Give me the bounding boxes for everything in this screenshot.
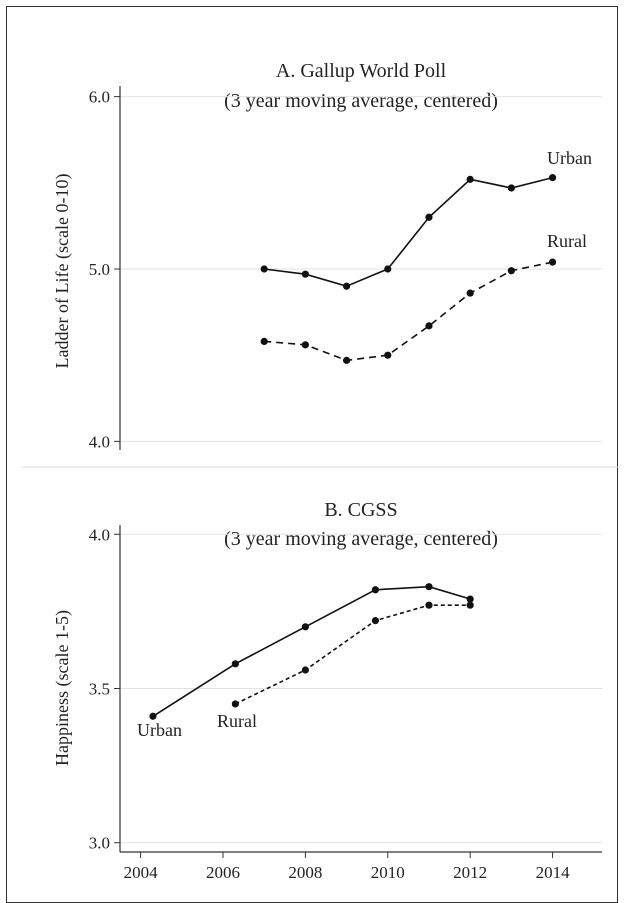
panel-a-rural-point	[507, 267, 515, 275]
panel-b-y-axis: 3.0 3.5 4.0	[89, 525, 121, 853]
panel-b-urban-point	[149, 712, 157, 720]
panel-b-series	[149, 583, 474, 720]
panel-b-urban-point	[231, 660, 239, 668]
panel-a-y-tick-label: 5.0	[89, 260, 110, 279]
panel-b-grid	[120, 533, 602, 844]
panel-b-urban-point	[371, 586, 380, 594]
panel-a-rural-point	[301, 341, 309, 349]
panel-a-urban-point	[301, 270, 309, 278]
panel-a-rural-label: Rural	[547, 231, 587, 251]
panel-a-urban-label: Urban	[547, 148, 592, 168]
panel-b-urban-point	[466, 595, 474, 603]
panel-a-y-axis-label: Ladder of Life (scale 0-10)	[52, 174, 73, 369]
panel-a-urban-point	[425, 213, 433, 221]
panel-a-urban-line	[264, 176, 553, 288]
panel-b-rural-line	[235, 604, 471, 705]
panel-b-urban-point	[425, 583, 433, 591]
panel-b-x-axis: 2004 2006 2008 2010 2012 2014	[120, 851, 602, 882]
panel-a-rural-line	[264, 261, 553, 362]
panel-b-y-tick-label: 3.0	[89, 834, 110, 853]
panel-b-x-tick-label: 2008	[288, 863, 322, 882]
panel-b: B. CGSS (3 year moving average, centered…	[52, 499, 602, 882]
panel-b-rural-point	[371, 617, 380, 625]
panel-b-x-tick-label: 2014	[536, 863, 571, 882]
panel-a-rural-point	[260, 337, 268, 345]
panel-b-y-tick-label: 4.0	[89, 525, 110, 544]
panel-b-x-tick-label: 2010	[371, 863, 405, 882]
panel-b-x-tick-label: 2004	[124, 863, 159, 882]
panel-b-title: B. CGSS	[324, 499, 397, 521]
panel-a-grid	[120, 96, 602, 442]
panel-a-urban-point	[548, 174, 557, 182]
panel-b-urban-label: Urban	[137, 720, 182, 740]
panel-b-rural-point	[466, 601, 474, 609]
panel-a-urban-point	[260, 265, 268, 273]
panel-b-y-tick-label: 3.5	[89, 680, 110, 699]
panel-a-rural-point	[342, 356, 351, 364]
panel-b-x-tick-label: 2012	[453, 863, 487, 882]
panel-a-urban-point	[466, 175, 474, 183]
panel-b-urban-point	[301, 623, 309, 631]
panel-a: A. Gallup World Poll (3 year moving aver…	[52, 60, 602, 451]
panel-a-series	[260, 174, 557, 364]
panel-a-title: A. Gallup World Poll	[276, 60, 447, 82]
panel-a-urban-point	[384, 265, 392, 273]
panel-b-x-tick-label: 2006	[206, 863, 240, 882]
panel-a-urban-point	[342, 282, 351, 290]
panel-b-subtitle: (3 year moving average, centered)	[224, 528, 498, 550]
panel-a-subtitle: (3 year moving average, centered)	[224, 90, 498, 112]
panel-a-rural-point	[384, 351, 392, 359]
panel-b-rural-point	[425, 601, 433, 609]
panel-a-rural-point	[466, 289, 474, 297]
panel-b-rural-point	[301, 666, 309, 674]
panel-a-rural-point	[548, 258, 557, 266]
panel-a-y-axis: 4.0 5.0 6.0	[89, 86, 121, 451]
panel-a-rural-point	[425, 322, 433, 330]
panel-b-y-axis-label: Happiness (scale 1-5)	[52, 610, 73, 766]
panel-a-urban-point	[507, 184, 515, 192]
panel-b-rural-label: Rural	[217, 711, 257, 731]
panel-a-y-tick-label: 4.0	[89, 432, 110, 451]
panel-b-rural-point	[231, 700, 239, 708]
panel-a-y-tick-label: 6.0	[89, 88, 110, 107]
panel-b-urban-line	[152, 585, 471, 717]
